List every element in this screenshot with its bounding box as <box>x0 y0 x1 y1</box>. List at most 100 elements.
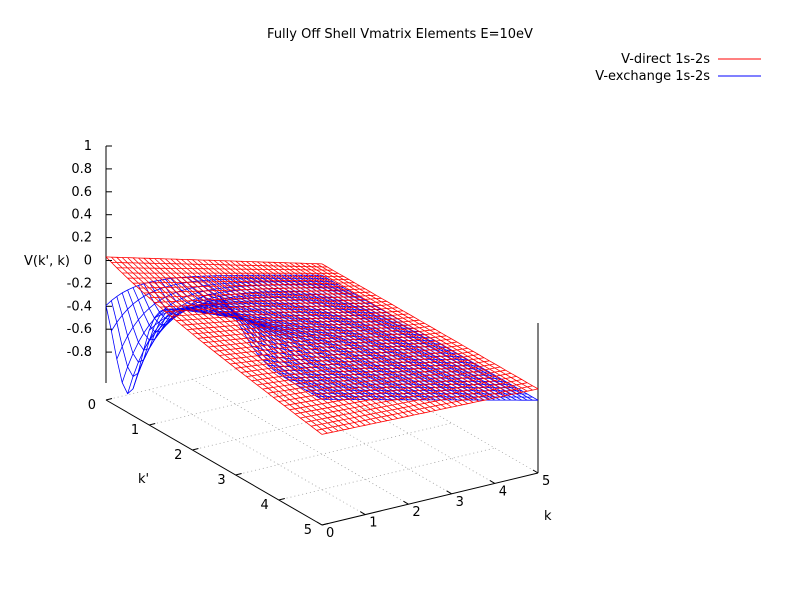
exchange-surface-mesh-line <box>235 317 452 351</box>
z-tick-label: 0 <box>84 254 92 269</box>
direct-surface-mesh-line <box>224 260 442 410</box>
exchange-surface-mesh-line <box>284 376 501 379</box>
direct-surface-mesh-line <box>267 357 485 394</box>
floor-grid-line <box>192 397 409 451</box>
exchange-surface-mesh-line <box>229 308 447 348</box>
floor-grid-line <box>235 422 452 476</box>
exchange-surface-mesh-line <box>316 274 533 401</box>
z-tick-label: 0.2 <box>71 231 92 246</box>
x-tick-label: 3 <box>456 495 464 510</box>
y-tick-label: 3 <box>217 473 225 488</box>
direct-surface-mesh-line <box>251 261 469 405</box>
z-tick-label: 1 <box>84 139 92 154</box>
direct-surface-mesh-line <box>213 326 431 352</box>
z-tick-label: -0.8 <box>67 345 92 360</box>
z-tick-label: -0.4 <box>67 299 92 314</box>
y-tick-label: 2 <box>174 448 182 463</box>
direct-surface-mesh-line <box>321 263 539 390</box>
direct-surface-mesh-line <box>305 379 522 423</box>
legend: V-direct 1s-2s V-exchange 1s-2s <box>595 52 761 84</box>
exchange-surface-mesh-line <box>273 274 490 401</box>
direct-surface-mesh-line <box>262 354 479 390</box>
z-axis-label: V(k', k) <box>24 254 70 269</box>
direct-surface-mesh-line <box>289 369 506 411</box>
direct-surface-mesh-line <box>256 261 474 403</box>
y-tick-mark <box>321 523 329 526</box>
y-tick-label: 4 <box>261 498 269 513</box>
x-axis-line <box>321 472 539 526</box>
direct-surface-mesh-line <box>267 261 485 401</box>
exchange-surface-mesh-line <box>278 274 496 401</box>
y-tick-mark <box>192 448 199 451</box>
floor-grid-line <box>192 378 409 505</box>
x-tick-label: 4 <box>499 484 507 499</box>
direct-surface-mesh-line <box>300 376 517 419</box>
direct-surface-mesh-line <box>240 260 458 407</box>
chart-title: Fully Off Shell Vmatrix Elements E=10eV <box>267 27 533 42</box>
direct-surface-mesh-line <box>219 329 436 356</box>
direct-surface-mesh-line <box>300 262 517 394</box>
direct-surface-mesh-line <box>278 363 495 402</box>
z-tick-label: 0.6 <box>71 185 92 200</box>
direct-surface-mesh-line <box>311 382 528 427</box>
direct-surface-mesh-line <box>289 262 506 397</box>
direct-surface-mesh-line <box>240 341 458 373</box>
legend-label-exchange: V-exchange 1s-2s <box>595 69 710 84</box>
x-axis-label: k <box>544 509 552 524</box>
direct-surface-mesh-line <box>246 261 463 406</box>
y-axis-label: k' <box>138 472 149 487</box>
direct-surface-mesh-line <box>230 335 447 365</box>
direct-surface-mesh-line <box>283 262 501 398</box>
direct-surface-mesh-line <box>284 366 501 406</box>
direct-surface-mesh-line <box>257 351 474 386</box>
direct-surface-mesh-line <box>294 372 512 415</box>
x-tick-mark <box>532 469 539 474</box>
direct-surface-mesh-line <box>278 262 496 399</box>
y-tick-mark <box>105 398 113 401</box>
x-tick-mark <box>403 500 409 505</box>
direct-surface-mesh-line <box>262 261 479 402</box>
exchange-surface-mesh-line <box>311 392 528 395</box>
exchange-surface-mesh-line <box>256 274 474 401</box>
x-tick-label: 5 <box>542 474 550 489</box>
direct-surface-mesh-line <box>316 385 533 431</box>
direct-surface-mesh-line <box>294 262 512 395</box>
exchange-surface-mesh-line <box>310 274 528 401</box>
z-tick-label: -0.6 <box>67 322 92 337</box>
x-tick-mark <box>489 479 496 484</box>
floor-grid-line <box>148 389 366 515</box>
direct-surface-mesh-line <box>246 344 463 377</box>
floor-grid-line <box>235 368 452 495</box>
y-tick-mark <box>278 498 285 501</box>
z-tick-label: -0.2 <box>67 276 92 291</box>
exchange-surface-mesh-line <box>322 399 538 401</box>
exchange-surface-mesh-line <box>289 274 506 401</box>
x-tick-mark <box>446 490 452 495</box>
y-tick-label: 1 <box>131 423 139 438</box>
direct-surface-mesh-line <box>229 260 447 409</box>
x-tick-label: 1 <box>369 516 377 531</box>
direct-surface-mesh-line <box>251 347 468 382</box>
direct-surface-mesh-line <box>235 338 452 369</box>
direct-surface-mesh-line <box>310 263 528 392</box>
direct-surface-mesh-line <box>321 388 539 435</box>
y-tick-label: 5 <box>304 523 312 538</box>
floor-side-edge <box>321 347 539 474</box>
y-tick-label: 0 <box>88 398 96 413</box>
legend-label-direct: V-direct 1s-2s <box>621 52 710 67</box>
x-tick-mark <box>359 511 366 516</box>
y-tick-mark <box>235 473 242 476</box>
floor-grid-line <box>278 447 495 501</box>
y-tick-mark <box>149 423 156 426</box>
x-tick-label: 2 <box>412 505 420 520</box>
direct-surface-mesh-line <box>305 263 523 393</box>
x-tick-label: 0 <box>326 526 334 541</box>
z-tick-label: 0.8 <box>71 162 92 177</box>
direct-surface-mesh-line <box>273 261 490 400</box>
direct-surface-mesh-line <box>235 260 452 408</box>
y-axis-line <box>105 399 323 526</box>
direct-surface-mesh-line <box>224 332 441 361</box>
direct-surface-mesh-line <box>316 263 533 391</box>
z-tick-label: 0.4 <box>71 208 92 223</box>
